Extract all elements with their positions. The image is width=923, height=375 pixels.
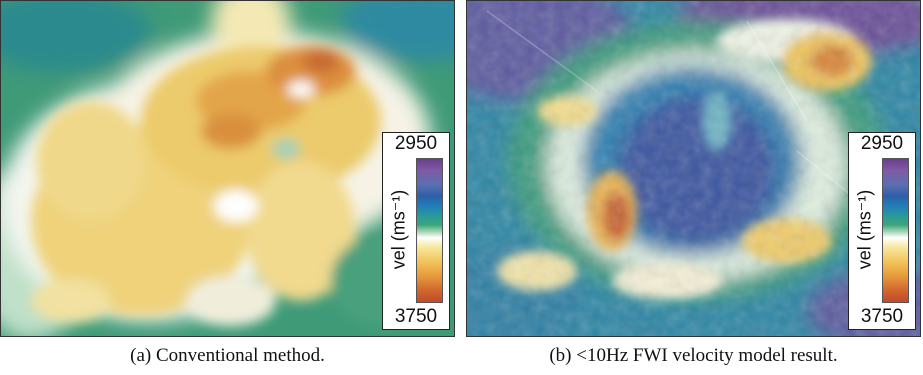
colorbar-unit-label: vel (ms⁻¹) — [854, 189, 875, 270]
velocity-image-conventional: 2950 vel (ms⁻¹) 3750 — [0, 0, 455, 337]
caption-fwi: (b) <10Hz FWI velocity model result. — [549, 345, 838, 366]
velocity-map-conventional — [1, 1, 454, 336]
colorbar-unit-label: vel (ms⁻¹) — [388, 189, 409, 270]
colorbar-min-label: 3750 — [394, 306, 438, 327]
velocity-image-fwi: 2950 vel (ms⁻¹) 3750 — [466, 0, 921, 337]
colorbar-conventional: 2950 vel (ms⁻¹) 3750 — [382, 132, 450, 330]
colorbar-ramp — [416, 158, 443, 303]
colorbar-min-label: 3750 — [860, 306, 904, 327]
colorbar-max-label: 2950 — [860, 133, 904, 154]
colorbar-fwi: 2950 vel (ms⁻¹) 3750 — [848, 132, 916, 330]
colorbar-max-label: 2950 — [394, 133, 438, 154]
velocity-map-fwi — [467, 1, 920, 336]
caption-conventional: (a) Conventional method. — [130, 345, 325, 366]
colorbar-ramp — [882, 158, 909, 303]
